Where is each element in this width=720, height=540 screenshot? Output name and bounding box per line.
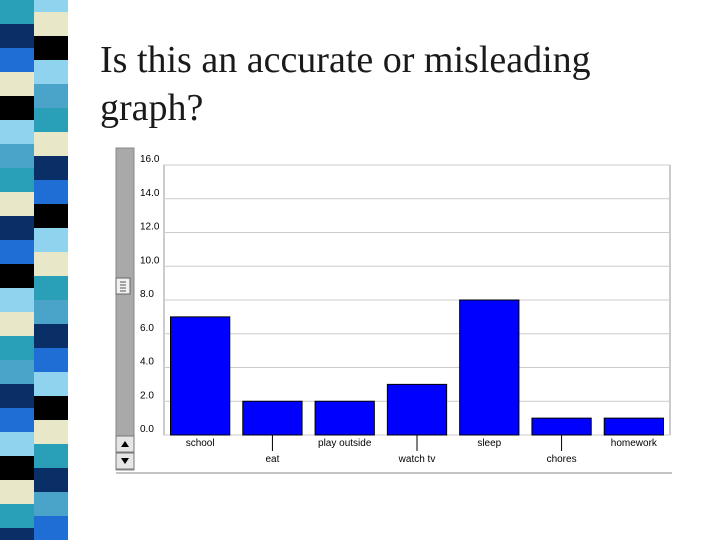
stripe-block (0, 72, 34, 96)
bar (386, 383, 448, 436)
bar (459, 299, 520, 436)
stripe-block (0, 264, 34, 288)
bar (170, 316, 231, 436)
x-category-label: homework (611, 438, 658, 449)
stripe-block (34, 228, 68, 252)
stripe-block (34, 276, 68, 300)
x-category-label: chores (547, 454, 577, 465)
bar (314, 400, 375, 436)
y-tick-label: 10.0 (140, 255, 160, 266)
stripe-block (0, 24, 34, 48)
stripe-block (0, 240, 34, 264)
y-tick-label: 6.0 (140, 323, 154, 334)
y-tick-label: 8.0 (140, 289, 154, 300)
stripe-block (0, 480, 34, 504)
stripe-block (34, 180, 68, 204)
stripe-block (34, 420, 68, 444)
grip-icon (120, 281, 126, 292)
stripe-block (34, 36, 68, 60)
x-category-label: play outside (318, 438, 372, 449)
stripe-block (0, 216, 34, 240)
stripe-block (0, 168, 34, 192)
chart-svg: 0.0 2.0 4.0 6.0 8.0 10.0 12.0 14.0 16.0 school eat… (115, 147, 672, 474)
stripe-block (0, 456, 34, 480)
scroll-up-button[interactable] (115, 435, 135, 453)
stripe-block (34, 516, 68, 540)
stripe-block (0, 408, 34, 432)
stripe-block (34, 300, 68, 324)
stripe-block (34, 324, 68, 348)
stripe-block (34, 0, 68, 12)
x-category-label: sleep (477, 438, 501, 449)
stripe-block (34, 252, 68, 276)
stripe-block (0, 336, 34, 360)
stripe-block (0, 528, 34, 540)
stripe-block (34, 372, 68, 396)
stripe-block (34, 444, 68, 468)
stripe-block (0, 96, 34, 120)
bar (531, 417, 592, 436)
stripe-block (34, 60, 68, 84)
bar (242, 400, 303, 436)
stripe-block (34, 348, 68, 372)
decorative-stripe-bar (0, 0, 68, 540)
stripe-block (0, 0, 34, 24)
stripe-block (34, 396, 68, 420)
y-tick-label: 2.0 (140, 390, 154, 401)
vertical-scrollbar[interactable] (115, 147, 135, 471)
stripe-block (0, 120, 34, 144)
bar-chart: 0.0 2.0 4.0 6.0 8.0 10.0 12.0 14.0 16.0 school eat… (112, 140, 672, 474)
stripe-block (0, 288, 34, 312)
stripe-block (34, 132, 68, 156)
stripe-block (34, 492, 68, 516)
scrollbar-thumb[interactable] (115, 277, 131, 295)
stripe-block (0, 360, 34, 384)
scrollbar-track[interactable] (115, 147, 135, 471)
stripe-block (0, 432, 34, 456)
scroll-down-button[interactable] (115, 452, 135, 470)
slide-title: Is this an accurate or misleading graph? (100, 39, 591, 129)
y-tick-label: 4.0 (140, 357, 154, 368)
stripe-block (0, 48, 34, 72)
plot-area: 0.0 2.0 4.0 6.0 8.0 10.0 12.0 14.0 16.0 school eat… (140, 154, 671, 465)
stripe-block (34, 108, 68, 132)
stripe-block (34, 84, 68, 108)
stripe-block (0, 144, 34, 168)
stripe-block (0, 192, 34, 216)
x-category-label: school (186, 438, 215, 449)
stripe-block (34, 156, 68, 180)
stripe-pattern (0, 0, 68, 540)
stripe-block (34, 12, 68, 36)
stripe-block (34, 204, 68, 228)
stripe-block (0, 384, 34, 408)
stripe-block (0, 504, 34, 528)
arrow-down-icon (121, 458, 129, 464)
y-tick-label: 12.0 (140, 222, 160, 233)
stripe-block (34, 468, 68, 492)
y-tick-label: 14.0 (140, 188, 160, 199)
arrow-up-icon (121, 441, 129, 447)
stripe-block (0, 312, 34, 336)
bar (603, 417, 664, 436)
x-category-label: watch tv (398, 454, 436, 465)
y-tick-label: 0.0 (140, 424, 154, 435)
y-tick-label: 16.0 (140, 154, 160, 165)
x-category-label: eat (265, 454, 279, 465)
